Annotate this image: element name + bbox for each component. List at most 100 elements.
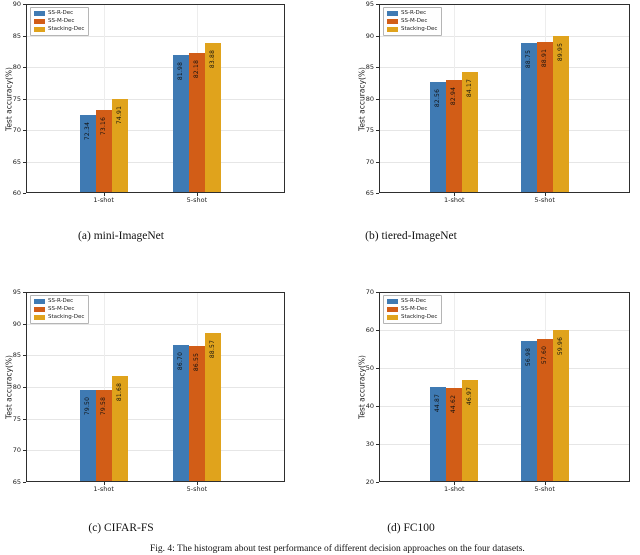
xtick-label-1-shot: 1-shot bbox=[93, 485, 114, 493]
ytick-mark bbox=[23, 98, 26, 100]
xtick-label-1-shot: 1-shot bbox=[444, 485, 465, 493]
xtick-label-5-shot: 5-shot bbox=[186, 485, 208, 493]
bar-value-text: 46.97 bbox=[466, 386, 474, 405]
bar-value-text: 79.50 bbox=[83, 397, 91, 416]
xtick-label-1-shot: 1-shot bbox=[444, 196, 465, 204]
ytick-mark bbox=[23, 67, 26, 68]
bar-SS-M-Dec-1-shot bbox=[95, 110, 112, 192]
plot-area-d bbox=[379, 292, 630, 482]
legend-item-Stacking-Dec: Stacking-Dec bbox=[34, 313, 85, 321]
bar-SS-M-Dec-5-shot bbox=[188, 345, 205, 481]
bar-SS-M-Dec-5-shot bbox=[188, 53, 205, 192]
ytick-mark bbox=[376, 444, 379, 445]
ytick-mark bbox=[23, 292, 26, 293]
ytick-mark bbox=[376, 292, 379, 293]
bar-SS-R-Dec-5-shot bbox=[172, 54, 189, 192]
bar-value-text: 82.56 bbox=[434, 89, 442, 108]
gridline-x-1-shot bbox=[103, 5, 105, 192]
bar-value-text: 86.70 bbox=[176, 351, 184, 370]
bar-Stacking-Dec-5-shot bbox=[204, 42, 221, 192]
bar-Stacking-Dec-5-shot bbox=[204, 332, 221, 481]
xtick-label-5-shot: 5-shot bbox=[534, 196, 555, 204]
gridline-x-1-shot bbox=[454, 293, 456, 481]
ytick-mark bbox=[376, 330, 379, 331]
ytick-label: 85 bbox=[365, 63, 374, 71]
legend-label: SS-M-Dec bbox=[48, 305, 75, 312]
gridline-y-75 bbox=[380, 130, 629, 131]
ytick-mark bbox=[23, 450, 26, 452]
bar-value-text: 79.58 bbox=[99, 396, 107, 415]
legend-label: Stacking-Dec bbox=[48, 313, 85, 320]
bar-SS-M-Dec-1-shot bbox=[446, 79, 463, 192]
bar-Stacking-Dec-5-shot bbox=[552, 35, 569, 192]
ytick-label: 60 bbox=[365, 326, 374, 334]
bar-value-text: 72.34 bbox=[83, 122, 91, 141]
bar-value-text: 83.88 bbox=[208, 49, 216, 68]
bar-value-text: 44.62 bbox=[450, 395, 458, 414]
ytick-mark bbox=[376, 161, 379, 163]
ytick-mark bbox=[23, 4, 26, 5]
ytick-label: 75 bbox=[12, 94, 21, 103]
legend-c: SS-R-Dec SS-M-Dec Stacking-Dec bbox=[30, 295, 90, 324]
gridline-y-85 bbox=[27, 355, 284, 357]
legend-item-SS-M-Dec: SS-M-Dec bbox=[387, 17, 437, 25]
legend-swatch-icon bbox=[34, 299, 45, 304]
ytick-mark bbox=[23, 387, 26, 388]
ytick-label: 90 bbox=[12, 0, 21, 8]
xtick-mark bbox=[103, 193, 105, 196]
bar-value-text: 57.60 bbox=[540, 346, 548, 365]
ytick-label: 70 bbox=[365, 288, 374, 296]
legend-label: SS-M-Dec bbox=[401, 305, 428, 312]
legend-label: SS-R-Dec bbox=[401, 9, 427, 16]
xtick-label-5-shot: 5-shot bbox=[186, 196, 208, 204]
gridline-y-60 bbox=[380, 330, 629, 331]
ytick-label: 30 bbox=[365, 440, 374, 448]
bar-value-text: 44.87 bbox=[434, 394, 442, 413]
ytick-mark bbox=[23, 35, 26, 37]
gridline-y-70 bbox=[380, 161, 629, 163]
bar-value-text: 59.96 bbox=[556, 337, 564, 356]
legend-label: SS-M-Dec bbox=[401, 17, 428, 24]
legend-item-SS-M-Dec: SS-M-Dec bbox=[387, 305, 437, 313]
gridline-y-80 bbox=[380, 98, 629, 100]
gridline-y-40 bbox=[380, 406, 629, 407]
legend-swatch-icon bbox=[34, 19, 45, 24]
legend-swatch-icon bbox=[387, 307, 398, 312]
xtick-mark bbox=[544, 193, 546, 196]
ytick-mark bbox=[376, 35, 379, 37]
legend-item-SS-M-Dec: SS-M-Dec bbox=[34, 305, 84, 313]
legend-item-SS-R-Dec: SS-R-Dec bbox=[34, 298, 84, 305]
bar-SS-M-Dec-1-shot bbox=[95, 389, 112, 481]
ytick-mark bbox=[376, 67, 379, 68]
figure-caption: Fig. 4: The histogram about test perform… bbox=[150, 544, 525, 554]
y-axis-label: Test accuracy(%) bbox=[4, 355, 14, 419]
legend-item-Stacking-Dec: Stacking-Dec bbox=[387, 314, 437, 321]
ytick-mark bbox=[23, 323, 26, 325]
bar-Stacking-Dec-1-shot bbox=[462, 379, 479, 481]
legend-item-SS-R-Dec: SS-R-Dec bbox=[34, 10, 84, 17]
gridline-y-90 bbox=[380, 35, 629, 37]
ytick-mark bbox=[23, 482, 26, 483]
bar-value-text: 82.94 bbox=[450, 86, 458, 106]
bar-SS-R-Dec-5-shot bbox=[520, 43, 537, 192]
bar-SS-M-Dec-1-shot bbox=[446, 388, 463, 481]
bar-SS-R-Dec-1-shot bbox=[79, 390, 96, 481]
bar-SS-R-Dec-5-shot bbox=[172, 344, 189, 481]
gridline-y-70 bbox=[27, 130, 284, 131]
gridline-y-90 bbox=[27, 323, 284, 325]
gridline-y-75 bbox=[27, 98, 284, 100]
legend-label: Stacking-Dec bbox=[401, 25, 438, 32]
gridline-y-30 bbox=[380, 444, 629, 445]
legend-a: SS-R-Dec SS-M-Dec Stacking-Dec bbox=[30, 7, 90, 36]
bar-value-text: 88.75 bbox=[524, 50, 532, 69]
ytick-label: 20 bbox=[365, 478, 374, 486]
ytick-label: 90 bbox=[12, 319, 21, 328]
gridline-y-70 bbox=[27, 450, 284, 452]
legend-swatch-icon bbox=[387, 299, 398, 304]
ytick-mark bbox=[376, 193, 379, 194]
bar-value-text: 88.91 bbox=[540, 49, 548, 68]
legend-item-SS-R-Dec: SS-R-Dec bbox=[387, 9, 437, 17]
legend-label: SS-M-Dec bbox=[48, 17, 75, 24]
bar-SS-R-Dec-1-shot bbox=[430, 387, 447, 481]
subfigure-caption-d: (d) FC100 bbox=[387, 522, 435, 534]
